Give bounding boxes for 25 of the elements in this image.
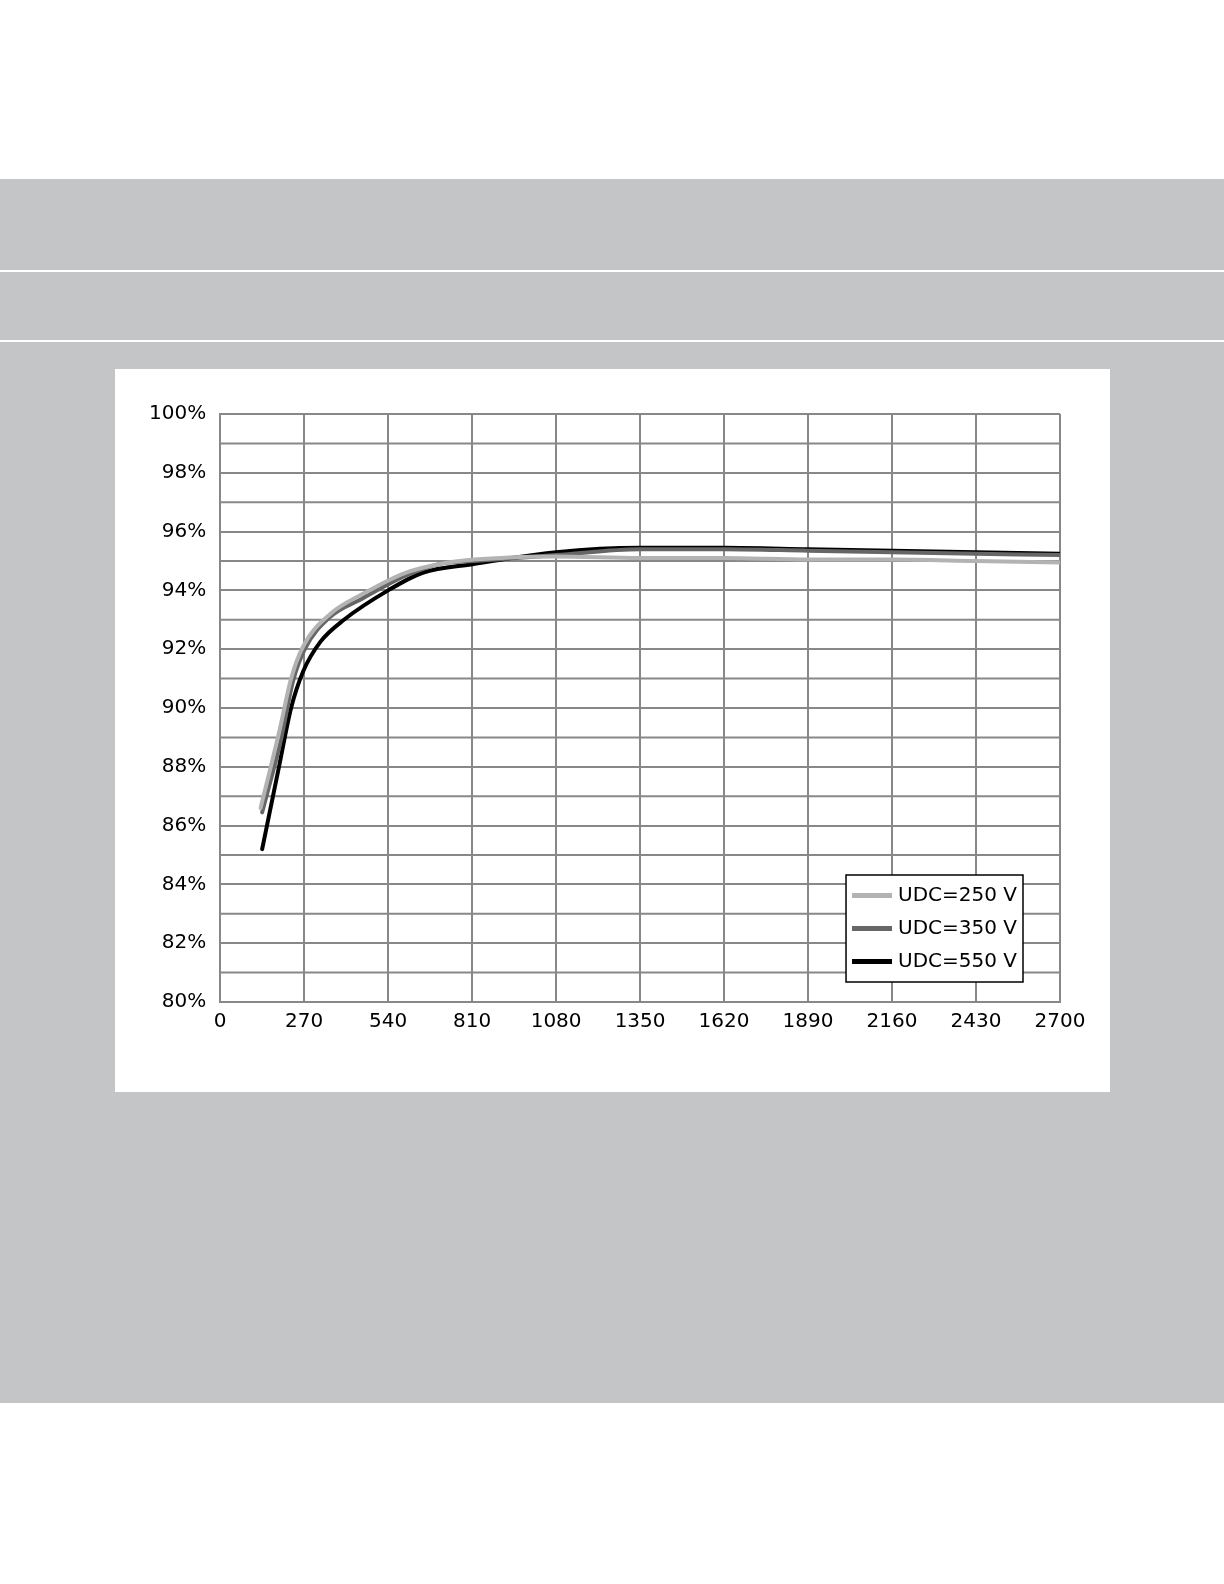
y-tick-label: 98% [161,459,207,483]
x-tick-label: 540 [369,1008,408,1033]
x-tick-label: 810 [453,1008,492,1033]
legend-label: UDC=550 V [898,947,1018,972]
y-tick-label: 100% [148,400,207,425]
x-tick-label: 0 [213,1008,227,1033]
y-tick-label: 80% [161,988,207,1013]
y-tick-label: 82% [161,929,207,954]
y-tick-label: 84% [161,870,207,895]
x-tick-label: 1890 [782,1008,834,1033]
x-tick-label: 1350 [614,1008,666,1033]
y-tick-label: 96% [161,517,207,542]
y-tick-label: 94% [161,576,207,601]
legend-label: UDC=250 V [898,881,1018,906]
y-tick-label: 86% [161,811,207,836]
x-tick-label: 2430 [950,1008,1002,1033]
x-tick-label: 1620 [698,1008,750,1033]
x-tick-label: 270 [285,1008,324,1033]
x-tick-label: 1080 [530,1008,582,1033]
y-tick-label: 90% [161,694,207,719]
x-tick-label: 2160 [866,1008,918,1033]
y-tick-label: 88% [161,753,207,777]
legend-label: UDC=350 V [898,914,1018,939]
y-tick-label: 92% [161,635,207,660]
x-tick-label: 2700 [1034,1008,1086,1033]
